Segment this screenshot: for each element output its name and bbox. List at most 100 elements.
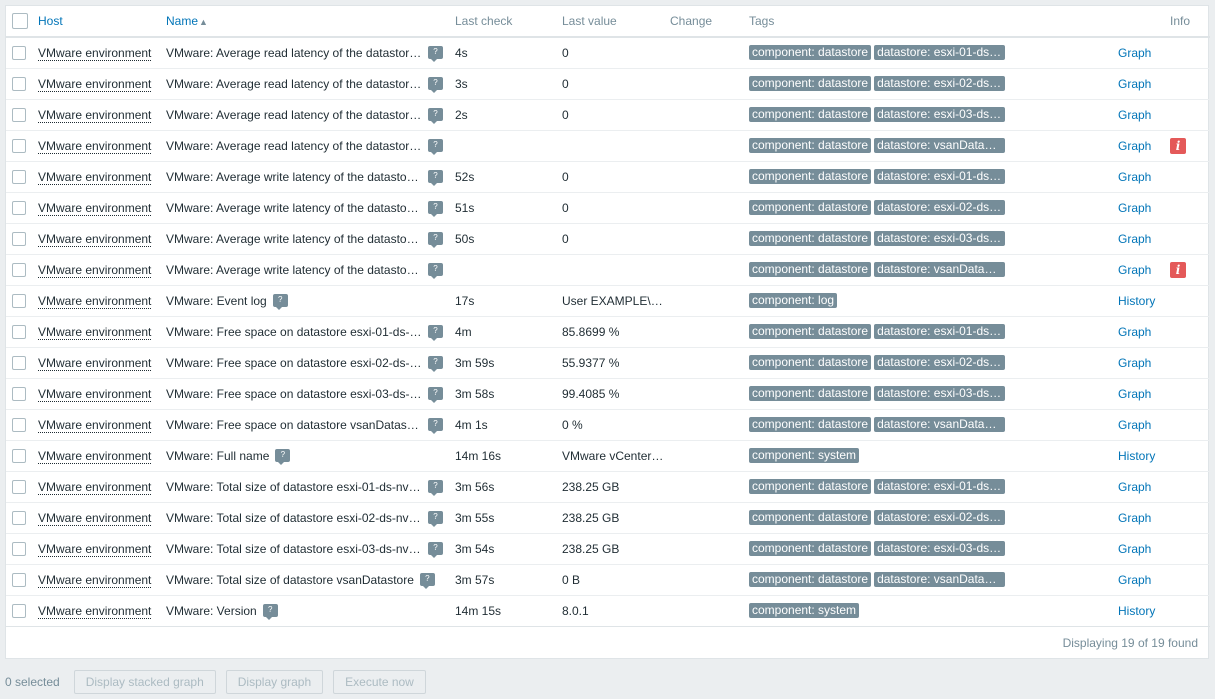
info-error-icon[interactable]: i [1170, 261, 1186, 278]
item-name-link[interactable]: VMware: Total size of datastore esxi-03-… [166, 541, 422, 556]
description-hint-icon[interactable]: ? [428, 139, 443, 155]
graph-link[interactable]: Graph [1118, 324, 1152, 339]
tag-badge[interactable]: datastore: esxi-01-ds-nvme [874, 479, 1006, 495]
item-name-link[interactable]: VMware: Free space on datastore vsanData… [166, 417, 422, 432]
display-stacked-graph-button[interactable]: Display stacked graph [73, 670, 216, 694]
description-hint-icon[interactable]: ? [428, 542, 443, 558]
tag-badge[interactable]: component: log [749, 293, 838, 309]
graph-link[interactable]: Graph [1118, 76, 1152, 91]
tag-badge[interactable]: datastore: vsanDatastore [874, 262, 1006, 278]
graph-link[interactable]: Graph [1118, 386, 1152, 401]
host-link[interactable]: VMware environment [38, 386, 152, 402]
tag-badge[interactable]: datastore: esxi-03-ds-nvme [874, 231, 1006, 247]
tag-badge[interactable]: component: datastore [749, 107, 872, 123]
host-link[interactable]: VMware environment [38, 355, 152, 371]
tag-badge[interactable]: datastore: vsanDatastore [874, 138, 1006, 154]
description-hint-icon[interactable]: ? [428, 511, 443, 527]
row-checkbox[interactable] [12, 169, 26, 184]
tag-badge[interactable]: component: system [749, 448, 860, 464]
tag-badge[interactable]: component: datastore [749, 231, 872, 247]
host-link[interactable]: VMware environment [38, 510, 152, 526]
tag-badge[interactable]: component: datastore [749, 510, 872, 526]
graph-link[interactable]: Graph [1118, 510, 1152, 525]
history-link[interactable]: History [1118, 448, 1156, 463]
item-name-link[interactable]: VMware: Average read latency of the data… [166, 107, 422, 122]
row-checkbox[interactable] [12, 231, 26, 246]
graph-link[interactable]: Graph [1118, 479, 1152, 494]
info-error-icon[interactable]: i [1170, 137, 1186, 154]
host-link[interactable]: VMware environment [38, 448, 152, 464]
graph-link[interactable]: Graph [1118, 355, 1152, 370]
description-hint-icon[interactable]: ? [272, 294, 288, 310]
graph-link[interactable]: Graph [1118, 262, 1152, 277]
tag-badge[interactable]: component: datastore [749, 200, 872, 216]
item-name-link[interactable]: VMware: Average read latency of the data… [166, 76, 422, 91]
host-link[interactable]: VMware environment [38, 231, 152, 247]
row-checkbox[interactable] [12, 448, 26, 463]
tag-badge[interactable]: component: datastore [749, 324, 872, 340]
graph-link[interactable]: Graph [1118, 572, 1152, 587]
select-all-checkbox[interactable] [12, 13, 28, 29]
host-link[interactable]: VMware environment [38, 169, 152, 185]
host-link[interactable]: VMware environment [38, 262, 152, 278]
host-link[interactable]: VMware environment [38, 603, 152, 619]
description-hint-icon[interactable]: ? [275, 449, 291, 465]
description-hint-icon[interactable]: ? [428, 77, 443, 93]
description-hint-icon[interactable]: ? [428, 263, 443, 279]
host-link[interactable]: VMware environment [38, 324, 152, 340]
execute-now-button[interactable]: Execute now [333, 670, 426, 694]
row-checkbox[interactable] [12, 603, 26, 618]
graph-link[interactable]: Graph [1118, 200, 1152, 215]
tag-badge[interactable]: datastore: esxi-02-ds-nvme [874, 355, 1006, 371]
row-checkbox[interactable] [12, 324, 26, 339]
tag-badge[interactable]: datastore: esxi-02-ds-nvme [874, 510, 1006, 526]
item-name-link[interactable]: VMware: Free space on datastore esxi-03-… [166, 386, 422, 401]
item-name-link[interactable]: VMware: Average read latency of the data… [166, 138, 422, 153]
item-name-link[interactable]: VMware: Free space on datastore esxi-02-… [166, 355, 422, 370]
host-link[interactable]: VMware environment [38, 572, 152, 588]
graph-link[interactable]: Graph [1118, 138, 1152, 153]
description-hint-icon[interactable]: ? [428, 480, 443, 496]
item-name-link[interactable]: VMware: Total size of datastore esxi-01-… [166, 479, 422, 494]
item-name-link[interactable]: VMware: Total size of datastore esxi-02-… [166, 510, 422, 525]
tag-badge[interactable]: datastore: esxi-02-ds-nvme [874, 200, 1006, 216]
row-checkbox[interactable] [12, 417, 26, 432]
item-name-link[interactable]: VMware: Event log [166, 293, 267, 308]
description-hint-icon[interactable]: ? [428, 387, 443, 403]
host-link[interactable]: VMware environment [38, 479, 152, 495]
tag-badge[interactable]: datastore: esxi-01-ds-nvme [874, 169, 1006, 185]
tag-badge[interactable]: component: datastore [749, 386, 872, 402]
host-link[interactable]: VMware environment [38, 293, 152, 309]
column-host-header[interactable]: Host [38, 14, 63, 28]
description-hint-icon[interactable]: ? [428, 232, 443, 248]
description-hint-icon[interactable]: ? [428, 108, 443, 124]
tag-badge[interactable]: component: system [749, 603, 860, 619]
host-link[interactable]: VMware environment [38, 138, 152, 154]
description-hint-icon[interactable]: ? [419, 573, 435, 589]
column-name-header[interactable]: Name▲ [166, 14, 208, 28]
item-name-link[interactable]: VMware: Average write latency of the dat… [166, 169, 422, 184]
row-checkbox[interactable] [12, 572, 26, 587]
tag-badge[interactable]: datastore: vsanDatastore [874, 572, 1006, 588]
tag-badge[interactable]: datastore: esxi-02-ds-nvme [874, 76, 1006, 92]
host-link[interactable]: VMware environment [38, 76, 152, 92]
host-link[interactable]: VMware environment [38, 45, 152, 61]
tag-badge[interactable]: component: datastore [749, 76, 872, 92]
tag-badge[interactable]: component: datastore [749, 169, 872, 185]
item-name-link[interactable]: VMware: Total size of datastore vsanData… [166, 572, 414, 587]
tag-badge[interactable]: component: datastore [749, 572, 872, 588]
host-link[interactable]: VMware environment [38, 107, 152, 123]
description-hint-icon[interactable]: ? [428, 46, 443, 63]
tag-badge[interactable]: datastore: esxi-01-ds-nvme [874, 324, 1006, 340]
item-name-link[interactable]: VMware: Average read latency of the data… [166, 45, 422, 60]
host-link[interactable]: VMware environment [38, 417, 152, 433]
tag-badge[interactable]: component: datastore [749, 417, 872, 433]
tag-badge[interactable]: component: datastore [749, 45, 872, 61]
history-link[interactable]: History [1118, 293, 1156, 308]
row-checkbox[interactable] [12, 76, 26, 91]
item-name-link[interactable]: VMware: Free space on datastore esxi-01-… [166, 324, 422, 339]
item-name-link[interactable]: VMware: Average write latency of the dat… [166, 262, 422, 277]
row-checkbox[interactable] [12, 479, 26, 494]
row-checkbox[interactable] [12, 107, 26, 122]
tag-badge[interactable]: component: datastore [749, 479, 872, 495]
